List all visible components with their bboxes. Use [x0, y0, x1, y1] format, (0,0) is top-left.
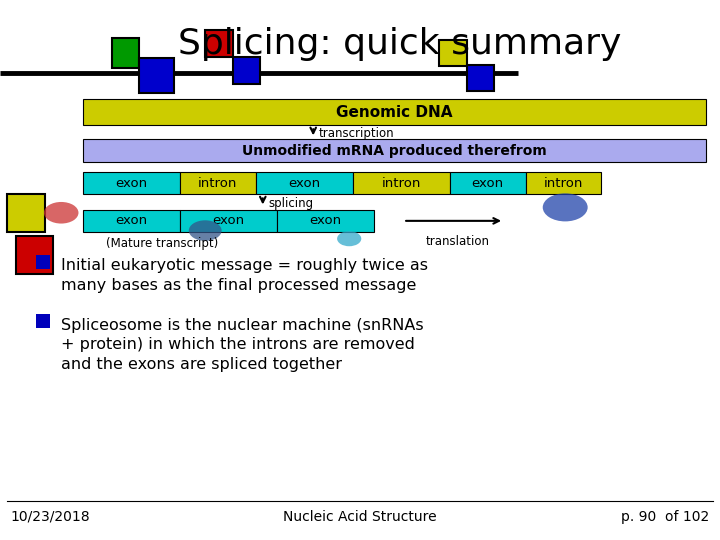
Text: Genomic DNA: Genomic DNA	[336, 105, 452, 120]
Ellipse shape	[189, 220, 222, 241]
Text: exon: exon	[115, 214, 148, 227]
Text: splicing: splicing	[269, 197, 314, 210]
Text: 10/23/2018: 10/23/2018	[11, 510, 91, 524]
Bar	[83, 139, 706, 162]
Text: exon: exon	[310, 214, 342, 227]
Ellipse shape	[543, 193, 588, 221]
Text: Unmodified mRNA produced therefrom: Unmodified mRNA produced therefrom	[242, 144, 546, 158]
Text: (Mature transcript): (Mature transcript)	[106, 237, 218, 249]
Text: Spliceosome is the nuclear machine (snRNAs
+ protein) in which the introns are r: Spliceosome is the nuclear machine (snRN…	[61, 318, 424, 372]
Bar	[139, 58, 174, 93]
Text: Splicing: quick summary: Splicing: quick summary	[178, 28, 621, 61]
Text: exon: exon	[212, 214, 245, 227]
Bar	[467, 65, 494, 91]
Text: intron: intron	[544, 177, 583, 190]
Bar	[450, 172, 526, 194]
Text: exon: exon	[472, 177, 504, 190]
Ellipse shape	[44, 202, 78, 224]
Bar	[180, 210, 277, 232]
Bar	[233, 57, 260, 84]
Bar	[83, 172, 180, 194]
Bar	[36, 254, 50, 269]
Text: Initial eukaryotic message = roughly twice as
many bases as the final processed : Initial eukaryotic message = roughly twi…	[61, 258, 428, 293]
Text: exon: exon	[115, 177, 148, 190]
Text: translation: translation	[426, 235, 489, 248]
Bar	[7, 194, 45, 232]
Bar	[439, 40, 467, 66]
Text: intron: intron	[382, 177, 421, 190]
Text: p. 90  of 102: p. 90 of 102	[621, 510, 709, 524]
Bar	[256, 172, 353, 194]
Text: intron: intron	[198, 177, 238, 190]
Bar	[205, 30, 233, 57]
Bar	[353, 172, 450, 194]
Text: exon: exon	[288, 177, 320, 190]
Bar	[16, 236, 53, 274]
Bar	[112, 38, 139, 68]
Bar	[83, 210, 180, 232]
Bar	[180, 172, 256, 194]
Text: transcription: transcription	[319, 127, 395, 140]
Text: Nucleic Acid Structure: Nucleic Acid Structure	[283, 510, 437, 524]
Ellipse shape	[337, 231, 361, 246]
Bar	[526, 172, 601, 194]
Bar	[83, 99, 706, 125]
Bar	[277, 210, 374, 232]
Bar	[36, 314, 50, 328]
